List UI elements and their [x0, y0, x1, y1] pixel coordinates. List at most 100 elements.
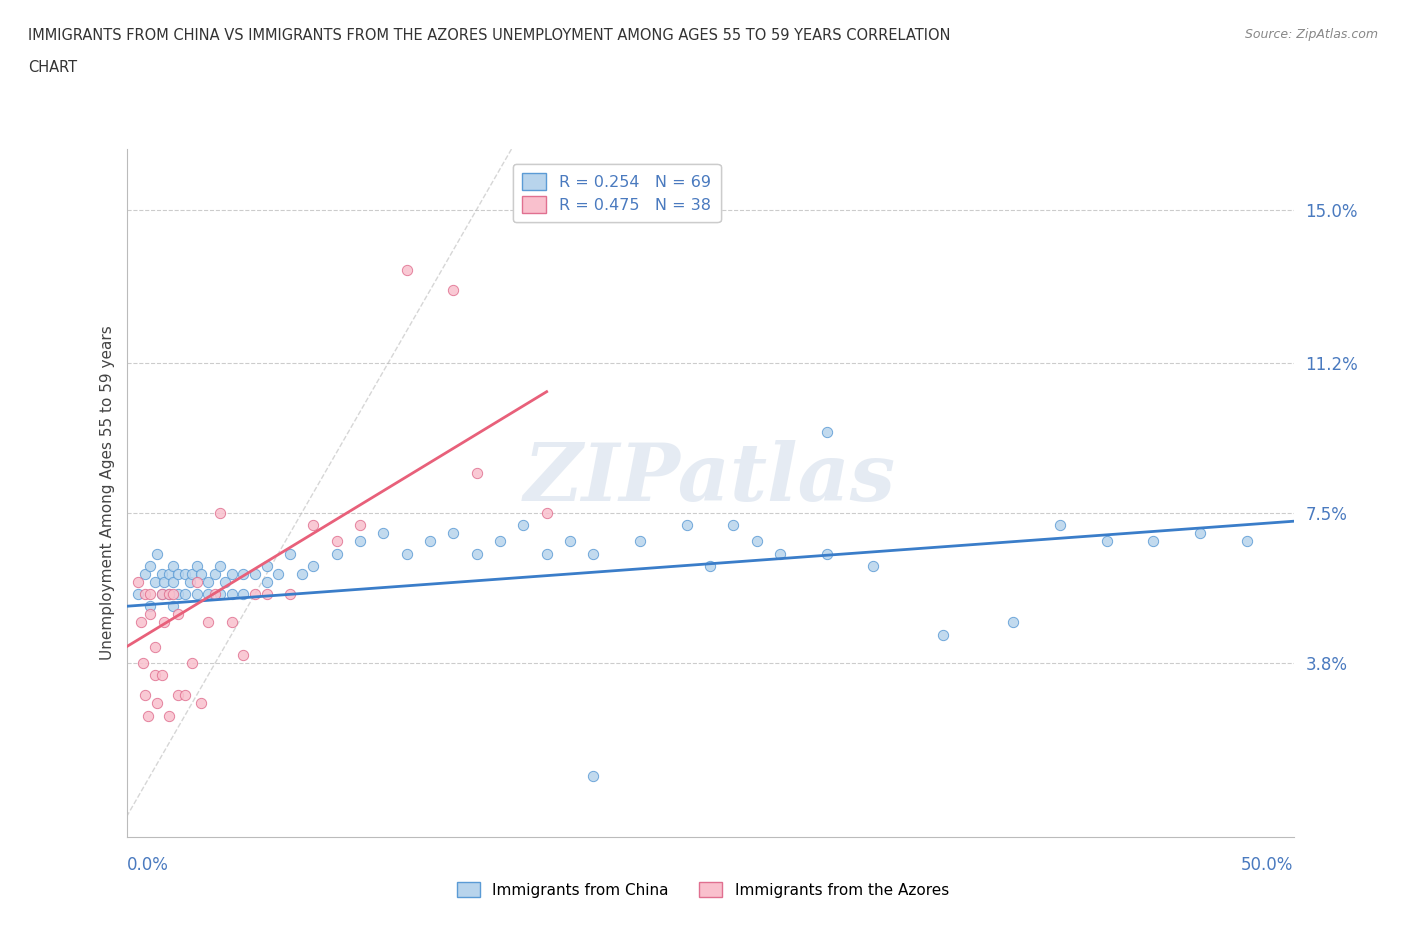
- Point: [139, 607, 162, 622]
- Point: [204, 566, 226, 581]
- Text: Source: ZipAtlas.com: Source: ZipAtlas.com: [1244, 28, 1378, 41]
- Point: [582, 769, 605, 784]
- Point: [723, 518, 745, 533]
- Point: [512, 518, 534, 533]
- Point: [675, 518, 697, 533]
- Point: [256, 587, 278, 602]
- Point: [162, 587, 184, 602]
- Point: [221, 615, 243, 630]
- Point: [204, 587, 226, 602]
- Point: [190, 696, 212, 711]
- Point: [197, 587, 219, 602]
- Point: [232, 587, 254, 602]
- Point: [628, 534, 651, 549]
- Text: 50.0%: 50.0%: [1241, 856, 1294, 874]
- Point: [143, 668, 166, 683]
- Point: [1002, 615, 1025, 630]
- Point: [208, 506, 231, 521]
- Point: [290, 566, 312, 581]
- Point: [197, 615, 219, 630]
- Point: [190, 566, 212, 581]
- Point: [167, 607, 190, 622]
- Point: [1189, 526, 1212, 541]
- Point: [162, 558, 184, 573]
- Text: 0.0%: 0.0%: [127, 856, 169, 874]
- Point: [489, 534, 512, 549]
- Point: [745, 534, 768, 549]
- Point: [441, 283, 464, 298]
- Point: [150, 587, 173, 602]
- Point: [197, 575, 219, 590]
- Point: [153, 575, 176, 590]
- Point: [419, 534, 441, 549]
- Point: [134, 587, 156, 602]
- Point: [153, 615, 176, 630]
- Point: [174, 688, 197, 703]
- Point: [395, 546, 418, 561]
- Point: [536, 506, 558, 521]
- Point: [186, 587, 208, 602]
- Point: [325, 546, 347, 561]
- Point: [441, 526, 464, 541]
- Text: ZIPatlas: ZIPatlas: [524, 441, 896, 518]
- Point: [278, 587, 301, 602]
- Point: [167, 566, 190, 581]
- Point: [157, 587, 180, 602]
- Point: [582, 546, 605, 561]
- Point: [146, 696, 169, 711]
- Point: [815, 546, 838, 561]
- Y-axis label: Unemployment Among Ages 55 to 59 years: Unemployment Among Ages 55 to 59 years: [100, 326, 115, 660]
- Point: [395, 263, 418, 278]
- Point: [932, 627, 955, 642]
- Point: [536, 546, 558, 561]
- Point: [174, 587, 197, 602]
- Point: [132, 656, 155, 671]
- Point: [1049, 518, 1071, 533]
- Point: [256, 558, 278, 573]
- Point: [180, 566, 202, 581]
- Point: [139, 558, 162, 573]
- Point: [146, 546, 169, 561]
- Point: [129, 615, 152, 630]
- Point: [136, 708, 159, 723]
- Point: [186, 558, 208, 573]
- Point: [143, 575, 166, 590]
- Point: [325, 534, 347, 549]
- Point: [256, 575, 278, 590]
- Point: [186, 575, 208, 590]
- Point: [699, 558, 721, 573]
- Point: [139, 599, 162, 614]
- Point: [150, 587, 173, 602]
- Text: CHART: CHART: [28, 60, 77, 75]
- Point: [349, 534, 371, 549]
- Point: [373, 526, 395, 541]
- Text: IMMIGRANTS FROM CHINA VS IMMIGRANTS FROM THE AZORES UNEMPLOYMENT AMONG AGES 55 T: IMMIGRANTS FROM CHINA VS IMMIGRANTS FROM…: [28, 28, 950, 43]
- Point: [157, 708, 180, 723]
- Point: [267, 566, 290, 581]
- Point: [349, 518, 371, 533]
- Legend: Immigrants from China, Immigrants from the Azores: Immigrants from China, Immigrants from t…: [451, 875, 955, 904]
- Point: [243, 587, 266, 602]
- Point: [465, 465, 488, 480]
- Point: [167, 688, 190, 703]
- Point: [302, 518, 325, 533]
- Point: [143, 639, 166, 654]
- Point: [1095, 534, 1118, 549]
- Point: [174, 566, 197, 581]
- Point: [134, 688, 156, 703]
- Point: [150, 668, 173, 683]
- Point: [127, 587, 149, 602]
- Point: [157, 587, 180, 602]
- Point: [150, 566, 173, 581]
- Point: [465, 546, 488, 561]
- Point: [1236, 534, 1258, 549]
- Point: [302, 558, 325, 573]
- Point: [232, 647, 254, 662]
- Point: [815, 425, 838, 440]
- Point: [167, 587, 190, 602]
- Point: [558, 534, 581, 549]
- Point: [162, 599, 184, 614]
- Point: [162, 575, 184, 590]
- Point: [243, 566, 266, 581]
- Point: [214, 575, 236, 590]
